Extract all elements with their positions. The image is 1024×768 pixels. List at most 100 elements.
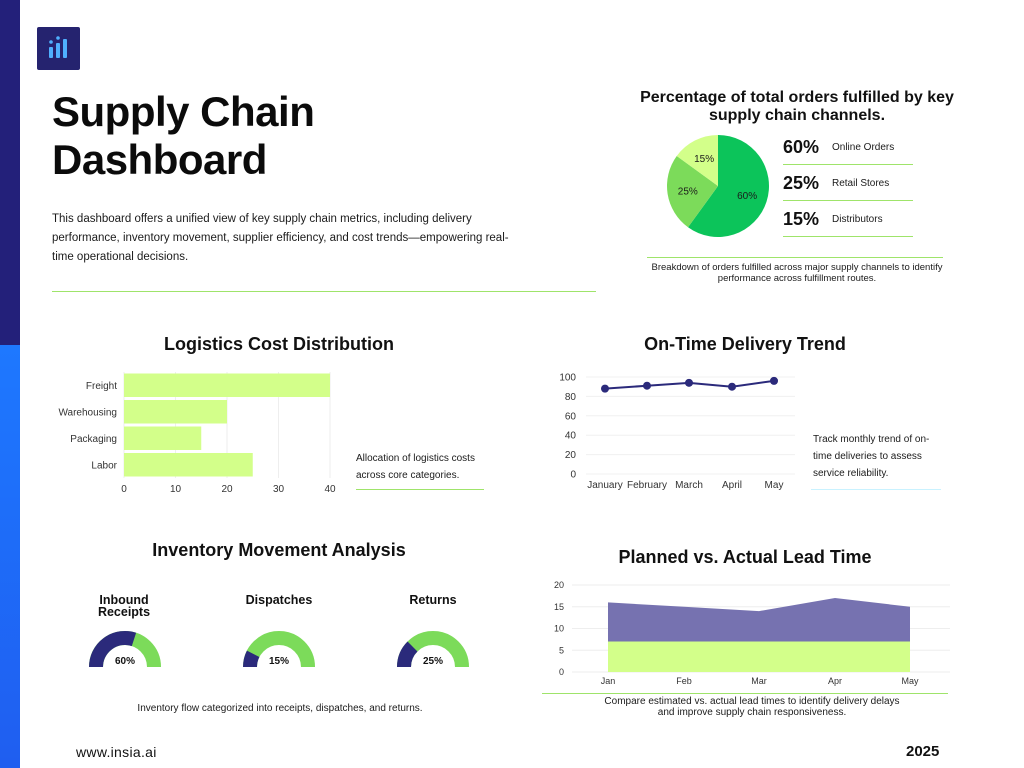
line-y-tick: 0 (570, 470, 576, 481)
logistics-chart-title: Logistics Cost Distribution (163, 334, 394, 354)
bar-x-tick: 20 (221, 484, 233, 495)
area-x-tick: Mar (751, 676, 767, 686)
line-point (728, 382, 736, 391)
gauge-value: 60% (115, 656, 135, 667)
line-y-tick: 80 (565, 392, 577, 403)
line-point (643, 381, 651, 390)
line-point (770, 376, 778, 385)
leadtime-chart-title: Planned vs. Actual Lead Time (618, 547, 872, 567)
header-divider (52, 291, 596, 292)
gauge-label-line: Receipts (97, 605, 151, 619)
inventory-caption: Inventory flow categorized into receipts… (137, 703, 423, 714)
pie-chart-title: Percentage of total orders fulfilled by … (640, 89, 954, 124)
leadtime-caption: Compare estimated vs. actual lead times … (560, 696, 944, 718)
bar-category-label: Freight (86, 381, 117, 392)
delivery-divider (811, 489, 941, 490)
line-point (685, 378, 693, 387)
pie-slice-label: 60% (737, 191, 757, 202)
pie-chart: 60% 25% 15% (667, 135, 769, 237)
pie-legend-value: 15% (783, 209, 820, 229)
footer-year: 2025 (906, 743, 940, 760)
pie-legend-label: Retail Stores (832, 178, 890, 189)
area-x-tick: Jan (601, 676, 616, 686)
gauge-label-line: Inbound (99, 593, 149, 607)
bar-x-tick: 10 (170, 484, 182, 495)
bar-x-tick: 30 (273, 484, 285, 495)
pie-legend-label: Distributors (832, 214, 883, 225)
logistics-divider (356, 489, 484, 490)
page-title-line2: Dashboard (52, 136, 267, 183)
bar (124, 426, 202, 450)
line-point (601, 384, 609, 393)
area-y-tick: 15 (554, 602, 564, 612)
line-x-tick: February (627, 480, 667, 491)
area-x-tick: Apr (828, 676, 842, 686)
sidebar-accent-bottom (0, 345, 20, 768)
pie-legend-row-distributors: 15% Distributors (783, 209, 913, 237)
area-x-tick: Feb (676, 676, 692, 686)
area-y-tick: 5 (559, 645, 564, 655)
bar-category-label: Warehousing (58, 407, 117, 418)
area-y-tick: 20 (554, 580, 564, 590)
pie-legend-value: 25% (783, 173, 820, 193)
gauge-dispatches: 15% (243, 631, 315, 668)
line-y-tick: 40 (565, 431, 577, 442)
line-x-tick: May (765, 480, 784, 491)
leadtime-area-chart: 0 5 10 15 20 Jan Feb Mar Apr May (554, 580, 950, 686)
leadtime-caption-line: and improve supply chain responsiveness. (657, 707, 847, 718)
footer-url[interactable]: www.insia.ai (76, 744, 157, 760)
gauge-value: 25% (423, 656, 443, 667)
gauge-fill (89, 631, 137, 668)
gauge-fill (397, 641, 418, 668)
page-description: This dashboard offers a unified view of … (52, 213, 509, 263)
bar-category-label: Labor (91, 460, 117, 471)
gauge-fill (243, 650, 260, 668)
delivery-chart-title: On-Time Delivery Trend (644, 334, 846, 354)
line-y-tick: 100 (559, 373, 576, 384)
area-y-tick: 10 (554, 624, 564, 634)
bar (124, 373, 330, 397)
gauge-label-returns: Returns (409, 593, 457, 607)
bar (124, 400, 227, 424)
pie-slice (676, 135, 718, 186)
area-series-actual (608, 598, 910, 642)
pie-slice (688, 135, 769, 237)
area-y-tick: 0 (559, 667, 564, 677)
bar-x-tick: 40 (324, 484, 336, 495)
gauge-returns: 25% (397, 631, 469, 668)
pie-legend-row-online: 60% Online Orders (783, 137, 913, 165)
line-x-tick: March (675, 480, 703, 491)
bar-x-tick: 0 (121, 484, 127, 495)
gauge-label-inbound: Inbound Receipts (84, 593, 164, 619)
sidebar-accent (0, 0, 20, 768)
logo (37, 27, 80, 70)
gauge-inbound: 60% (89, 631, 161, 668)
pie-slice-label: 15% (694, 154, 714, 165)
line-x-tick: April (722, 480, 742, 491)
gauge-value: 15% (269, 656, 289, 667)
bar (124, 453, 253, 477)
pie-legend-label: Online Orders (832, 142, 895, 153)
page-title-line1: Supply Chain (52, 88, 315, 135)
inventory-chart-title: Inventory Movement Analysis (152, 540, 406, 560)
pie-legend-row-retail: 25% Retail Stores (783, 173, 913, 201)
gauge-label-dispatches: Dispatches (245, 593, 313, 607)
line-x-tick: January (587, 480, 623, 491)
area-x-tick: May (901, 676, 919, 686)
pie-divider (647, 257, 943, 258)
leadtime-divider (542, 693, 948, 694)
bar-category-label: Packaging (70, 434, 117, 445)
pie-legend-value: 60% (783, 137, 820, 157)
leadtime-caption-line: Compare estimated vs. actual lead times … (604, 696, 900, 707)
line-y-tick: 20 (565, 450, 577, 461)
page-title: Supply Chain Dashboard (52, 88, 382, 184)
delivery-caption: Track monthly trend of on-time deliverie… (813, 434, 930, 479)
delivery-line-chart: 0 20 40 60 80 100 January February March April May (559, 373, 795, 491)
logistics-caption: Allocation of logistics costs across cor… (356, 453, 475, 481)
line-y-tick: 60 (565, 411, 577, 422)
logistics-bar-chart: 0 10 20 30 40 Freight Warehousing Packaging Labo… (58, 372, 336, 495)
pie-slice-label: 25% (678, 186, 698, 197)
pie-caption: Breakdown of orders fulfilled across maj… (651, 262, 943, 284)
sidebar-accent-top (0, 0, 20, 345)
pie-slice (667, 156, 718, 228)
